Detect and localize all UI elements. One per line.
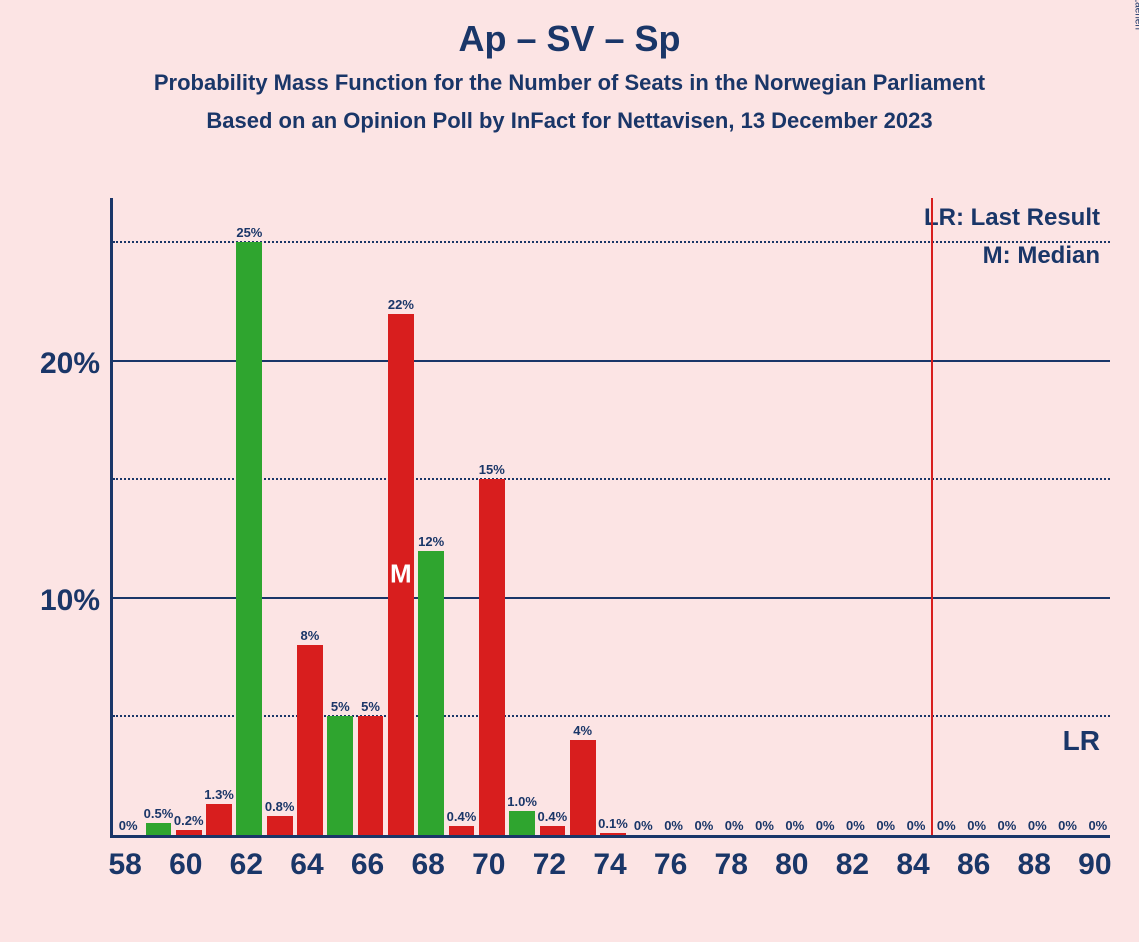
x-tick-label: 72 (533, 848, 566, 882)
x-tick-label: 88 (1018, 848, 1051, 882)
chart-subtitle: Probability Mass Function for the Number… (0, 70, 1139, 96)
bar: 1.0% (509, 811, 535, 835)
gridline (113, 241, 1110, 243)
median-marker: M (390, 559, 412, 590)
x-tick-label: 76 (654, 848, 687, 882)
bar-label: 0.2% (174, 813, 204, 828)
bar-label: 0% (634, 818, 653, 833)
x-tick-label: 58 (108, 848, 141, 882)
x-tick-label: 80 (775, 848, 808, 882)
bar-label: 0% (907, 818, 926, 833)
bar: 0.5% (146, 823, 172, 835)
bar-label: 22% (388, 297, 414, 312)
bar-label: 0% (1088, 818, 1107, 833)
bar-label: 25% (236, 225, 262, 240)
bar: 0.1% (600, 833, 626, 835)
legend-lr: LR: Last Result (924, 204, 1100, 232)
bar: 1.3% (206, 804, 232, 835)
bar: 8% (297, 645, 323, 835)
bar: 12% (418, 551, 444, 835)
x-tick-label: 74 (593, 848, 626, 882)
bar: 4% (570, 740, 596, 835)
bar-label: 0% (1058, 818, 1077, 833)
last-result-line (931, 198, 933, 835)
copyright-label: © 2025 Filip van Laenen (1133, 0, 1139, 30)
bar-label: 0% (785, 818, 804, 833)
bar-label: 0% (998, 818, 1017, 833)
gridline (113, 360, 1110, 362)
bar-label: 0.4% (538, 809, 568, 824)
gridline (113, 597, 1110, 599)
bar: 5% (327, 716, 353, 835)
bar: 0.4% (449, 826, 475, 835)
bar-label: 0.1% (598, 816, 628, 831)
bar-label: 0.5% (144, 806, 174, 821)
bar-label: 0% (876, 818, 895, 833)
bar: 0.4% (540, 826, 566, 835)
bar-label: 5% (331, 699, 350, 714)
bar: 25% (236, 242, 262, 835)
gridline (113, 715, 1110, 717)
gridline (113, 478, 1110, 480)
bar-label: 0% (846, 818, 865, 833)
bar-label: 0% (816, 818, 835, 833)
bar-label: 0% (694, 818, 713, 833)
bar-label: 5% (361, 699, 380, 714)
bar-label: 0% (1028, 818, 1047, 833)
x-tick-label: 84 (896, 848, 929, 882)
bar: 15% (479, 479, 505, 835)
bar-label: 0% (119, 818, 138, 833)
chart-area: LR: Last Result M: Median LR0%0.5%0.2%1.… (110, 198, 1110, 838)
x-tick-label: 66 (351, 848, 384, 882)
plot-area: LR: Last Result M: Median LR0%0.5%0.2%1.… (110, 198, 1110, 838)
chart-title: Ap – SV – Sp (0, 18, 1139, 60)
x-tick-label: 78 (715, 848, 748, 882)
x-tick-label: 70 (472, 848, 505, 882)
y-tick-label: 10% (10, 584, 100, 618)
y-tick-label: 20% (10, 347, 100, 381)
bar: 5% (358, 716, 384, 835)
x-tick-label: 82 (836, 848, 869, 882)
bar-label: 1.3% (204, 787, 234, 802)
bar-label: 0% (937, 818, 956, 833)
bar: 0.8% (267, 816, 293, 835)
x-tick-label: 64 (290, 848, 323, 882)
lr-axis-label: LR (1063, 725, 1100, 757)
x-tick-label: 86 (957, 848, 990, 882)
legend-m: M: Median (983, 242, 1100, 270)
bar-label: 12% (418, 534, 444, 549)
bar-label: 0.4% (447, 809, 477, 824)
bar-label: 4% (573, 723, 592, 738)
x-tick-label: 62 (230, 848, 263, 882)
bar-label: 8% (301, 628, 320, 643)
bar: 0.2% (176, 830, 202, 835)
bar-label: 15% (479, 462, 505, 477)
bar-label: 0% (664, 818, 683, 833)
chart-subtitle2: Based on an Opinion Poll by InFact for N… (0, 108, 1139, 134)
bar-label: 1.0% (507, 794, 537, 809)
x-tick-label: 68 (411, 848, 444, 882)
bar-label: 0% (755, 818, 774, 833)
bar-label: 0% (725, 818, 744, 833)
x-tick-label: 90 (1078, 848, 1111, 882)
bar-label: 0.8% (265, 799, 295, 814)
bar-label: 0% (967, 818, 986, 833)
x-tick-label: 60 (169, 848, 202, 882)
